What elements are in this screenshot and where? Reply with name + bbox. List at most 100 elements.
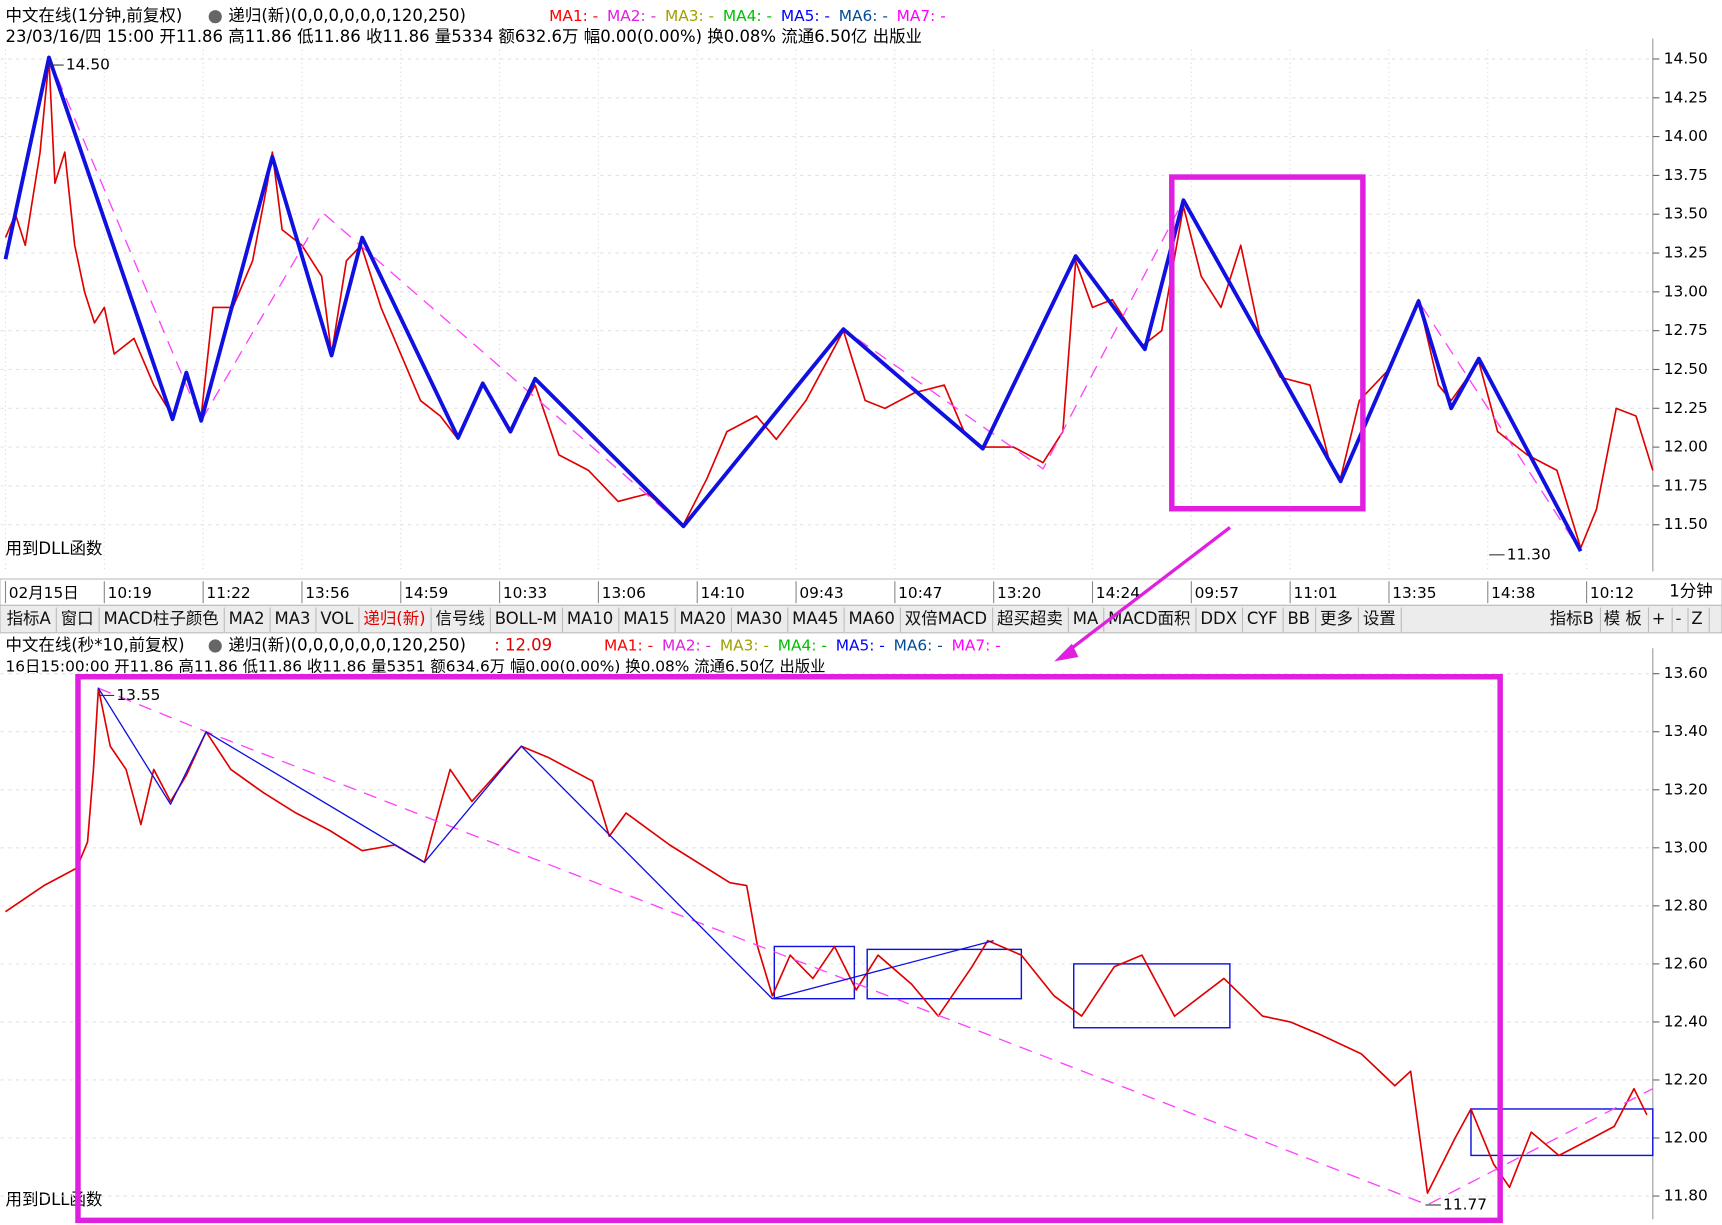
x-tick-label: 14:24 [1096, 584, 1140, 602]
legend-entry: MA2: - [662, 636, 711, 654]
toolbar-tab[interactable]: MACD柱子颜色 [104, 609, 219, 628]
toolbar-tab[interactable]: - [1675, 609, 1681, 628]
y-tick-label: 13.50 [1664, 205, 1708, 223]
y-tick-label: 12.50 [1664, 360, 1708, 378]
y-tick-label: 13.00 [1664, 282, 1708, 300]
indicator-name: 递归(新)(0,0,0,0,0,0,120,250) [228, 6, 466, 25]
toolbar-tab[interactable]: 信号线 [435, 609, 484, 628]
dropdown-icon[interactable] [208, 639, 222, 653]
toolbar-tab[interactable]: CYF [1247, 609, 1278, 628]
legend-entry: MA1: - [604, 636, 653, 654]
x-tick-label: 10:33 [503, 584, 547, 602]
toolbar-tab[interactable]: MA2 [229, 609, 265, 628]
annotation: 11.77 [1443, 1195, 1487, 1213]
x-axis-bar [0, 578, 1722, 606]
legend-entry: MA3: - [665, 7, 714, 25]
x-tick-label: 14:38 [1491, 584, 1535, 602]
toolbar-tab[interactable]: MA30 [736, 609, 782, 628]
toolbar-tab[interactable]: MA15 [623, 609, 669, 628]
timeframe[interactable]: 1分钟 [1669, 582, 1712, 601]
y-tick-label: 12.00 [1664, 438, 1708, 456]
x-tick-label: 10:47 [898, 584, 942, 602]
chart-title: 中文在线(秒*10,前复权) [5, 635, 184, 654]
x-tick-label: 11:01 [1293, 584, 1337, 602]
toolbar-tab[interactable]: 递归(新) [363, 609, 425, 628]
toolbar-tab[interactable]: 模 板 [1604, 609, 1642, 628]
toolbar-tab[interactable]: MA3 [275, 609, 311, 628]
indicator-name: 递归(新)(0,0,0,0,0,0,120,250) [228, 635, 466, 654]
x-tick-label: 10:12 [1590, 584, 1634, 602]
y-tick-label: 11.80 [1664, 1187, 1708, 1205]
note: 用到DLL函数 [5, 1190, 102, 1209]
toolbar-tab[interactable]: 超买超卖 [997, 609, 1063, 628]
legend-entry: MA4: - [778, 636, 827, 654]
y-tick-label: 12.00 [1664, 1129, 1708, 1147]
y-tick-label: 12.40 [1664, 1012, 1708, 1030]
legend-entry: MA6: - [839, 7, 888, 25]
highlight-box [1169, 174, 1366, 512]
toolbar-tab[interactable]: Z [1691, 609, 1702, 628]
y-tick-label: 14.00 [1664, 127, 1708, 145]
toolbar-tab[interactable]: BOLL-M [495, 609, 557, 628]
x-tick-label: 02月15日 [9, 584, 79, 602]
y-tick-label: 14.50 [1664, 49, 1708, 67]
x-tick-label: 13:35 [1392, 584, 1436, 602]
toolbar-tab[interactable]: MACD面积 [1108, 609, 1190, 628]
arrow [1062, 526, 1231, 657]
x-tick-label: 09:43 [799, 584, 843, 602]
indicator-value: : 12.09 [494, 635, 552, 654]
toolbar-tab[interactable]: VOL [320, 609, 354, 628]
x-tick-label: 14:10 [701, 584, 745, 602]
x-tick-label: 13:56 [305, 584, 349, 602]
y-tick-label: 13.20 [1664, 780, 1708, 798]
legend-entry: MA5: - [836, 636, 885, 654]
toolbar-tab[interactable]: 双倍MACD [905, 609, 987, 628]
x-tick-label: 14:59 [404, 584, 448, 602]
y-tick-label: 13.25 [1664, 244, 1708, 262]
y-tick-label: 12.60 [1664, 954, 1708, 972]
x-tick-label: 10:19 [108, 584, 152, 602]
y-tick-label: 13.00 [1664, 838, 1708, 856]
y-tick-label: 12.25 [1664, 399, 1708, 417]
toolbar-tab[interactable]: MA20 [680, 609, 726, 628]
price-line [3, 55, 1583, 553]
price-line [98, 687, 1654, 1206]
highlight-box [75, 674, 1503, 1224]
annotation: 13.55 [116, 686, 160, 704]
legend-entry: MA5: - [781, 7, 830, 25]
arrow-head [1054, 643, 1079, 662]
toolbar [0, 604, 1722, 634]
y-tick-label: 12.80 [1664, 896, 1708, 914]
legend-entry: MA4: - [723, 7, 772, 25]
dropdown-icon[interactable] [208, 10, 222, 24]
y-tick-label: 12.75 [1664, 321, 1708, 339]
y-tick-label: 14.25 [1664, 88, 1708, 106]
chart-layer: MA1: - MA2: - MA3: - MA4: - MA5: - MA6: - MA7:… [0, 7, 1710, 1220]
annotation: 11.30 [1507, 545, 1551, 563]
range-box [773, 945, 856, 1000]
legend-entry: MA2: - [607, 7, 656, 25]
toolbar-tab[interactable]: MA45 [792, 609, 838, 628]
toolbar-tab[interactable]: BB [1288, 609, 1311, 628]
toolbar-tab[interactable]: MA10 [567, 609, 613, 628]
toolbar-tab[interactable]: MA [1073, 609, 1099, 628]
y-tick-label: 13.60 [1664, 664, 1708, 682]
range-box [1073, 963, 1231, 1029]
toolbar-tab[interactable]: 指标A [7, 609, 52, 628]
toolbar-tab[interactable]: 设置 [1363, 609, 1396, 628]
legend-entry: MA7: - [897, 7, 946, 25]
toolbar-tab[interactable]: 窗口 [61, 609, 94, 628]
toolbar-tab[interactable]: + [1652, 609, 1666, 628]
y-tick-label: 11.50 [1664, 515, 1708, 533]
quote-info: 23/03/16/四 15:00 开11.86 高11.86 低11.86 收1… [5, 27, 922, 46]
note: 用到DLL函数 [5, 539, 102, 558]
y-tick-label: 13.40 [1664, 722, 1708, 740]
toolbar-tab[interactable]: MA60 [848, 609, 894, 628]
toolbar-tab[interactable]: 指标B [1550, 609, 1594, 628]
x-tick-label: 13:20 [997, 584, 1041, 602]
quote-info: 16日15:00:00 开11.86 高11.86 低11.86 收11.86 … [5, 657, 825, 675]
toolbar-tab[interactable]: DDX [1200, 609, 1237, 628]
y-tick-label: 11.75 [1664, 476, 1708, 494]
toolbar-tab[interactable]: 更多 [1320, 609, 1353, 628]
